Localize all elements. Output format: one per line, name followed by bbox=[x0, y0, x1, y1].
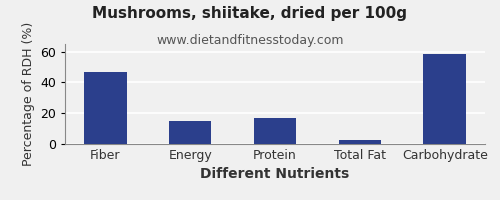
Text: www.dietandfitnesstoday.com: www.dietandfitnesstoday.com bbox=[156, 34, 344, 47]
Bar bbox=[169, 121, 212, 144]
Bar bbox=[338, 140, 381, 144]
Text: Mushrooms, shiitake, dried per 100g: Mushrooms, shiitake, dried per 100g bbox=[92, 6, 407, 21]
Y-axis label: Percentage of RDH (%): Percentage of RDH (%) bbox=[22, 22, 35, 166]
X-axis label: Different Nutrients: Different Nutrients bbox=[200, 167, 350, 181]
Bar bbox=[84, 72, 126, 144]
Bar bbox=[254, 118, 296, 144]
Bar bbox=[424, 54, 466, 144]
